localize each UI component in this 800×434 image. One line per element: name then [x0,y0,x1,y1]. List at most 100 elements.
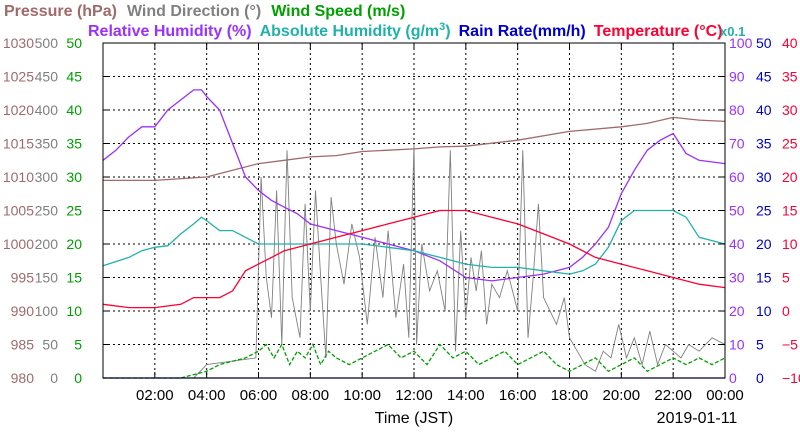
x-tick-label: 06:00 [240,387,278,404]
y-tick-label: 250 [35,203,59,219]
y-tick-label: 35 [782,69,798,85]
series-pressure-hpa [103,116,726,182]
series-temperature-c [102,209,726,309]
y-tick-label: 100 [35,303,59,319]
legend-item-3: Relative Humidity (%) [88,23,252,40]
y-tick-label: 50 [756,35,772,51]
y-tick-label: 10 [66,303,82,319]
y-tick-label: 30 [756,169,772,185]
y-tick-label: 40 [729,236,745,252]
y-tick-label: −5 [782,337,798,353]
x-tick-label: 04:00 [188,387,226,404]
legend-item-4: Absolute Humidity (g/m3) [260,21,451,40]
x-tick-label: 20:00 [603,387,641,404]
y-tick-label: 500 [35,35,59,51]
x-tick-label: 10:00 [343,387,381,404]
x-tick-label: 12:00 [395,387,433,404]
legend-item-5: Rain Rate(mm/h) [459,23,586,40]
y-tick-label: 0 [782,303,790,319]
y-tick-label: 15 [756,270,772,286]
y-tick-label: 20 [782,169,798,185]
legend-item-1: Wind Direction (°) [127,3,261,20]
y-tick-label: 1005 [3,203,34,219]
y-tick-label: 30 [729,270,745,286]
y-tick-label: 15 [66,270,82,286]
y-tick-label: −10 [782,370,800,386]
y-tick-label: 0 [74,370,82,386]
y-tick-label: 450 [35,69,59,85]
x-axis-label: Time (JST) [375,410,454,427]
y-tick-label: 20 [66,236,82,252]
series-absolute-humidity-g-m3 [102,209,726,275]
y-tick-label: 25 [66,203,82,219]
y-tick-label: 45 [756,69,772,85]
x-tick-label: 16:00 [499,387,537,404]
y-tick-label: 10 [729,337,745,353]
y-tick-label: 35 [756,136,772,152]
y-tick-label: 50 [729,203,745,219]
legend-item-2: Wind Speed (m/s) [271,3,405,20]
legend-item-0: Pressure (hPa) [4,3,117,20]
y-tick-label: 150 [35,270,59,286]
y-tick-label: 300 [35,169,59,185]
y-tick-label: 1030 [3,35,34,51]
x-axis: 02:00 04:00 06:00 08:00 10:00 12:00 14:00 16:00… [136,43,744,404]
y-tick-label: 80 [729,102,745,118]
y-tick-label: 1015 [3,136,34,152]
y-tick-label: 30 [782,102,798,118]
y-tick-label: 25 [756,203,772,219]
y-tick-label: 1020 [3,102,34,118]
legend-item-6: Temperature (°C) [594,23,723,40]
legend-item-7: x0.1 [720,24,745,39]
y-tick-label: 1000 [3,236,34,252]
y-tick-label: 40 [782,35,798,51]
y-axes: 9809859909951000100510101015102010251030… [3,35,800,386]
y-tick-label: 350 [35,136,59,152]
y-tick-label: 990 [11,303,35,319]
y-tick-label: 60 [729,169,745,185]
y-tick-label: 1010 [3,169,34,185]
y-tick-label: 5 [74,337,82,353]
y-tick-label: 40 [66,102,82,118]
y-tick-label: 0 [729,370,737,386]
grid [103,43,725,378]
y-tick-label: 50 [66,35,82,51]
x-tick-label: 18:00 [551,387,589,404]
y-tick-label: 40 [756,102,772,118]
y-tick-label: 25 [782,136,798,152]
x-tick-label: 08:00 [292,387,330,404]
y-tick-label: 90 [729,69,745,85]
series-wind-direction [103,143,726,379]
y-tick-label: 30 [66,169,82,185]
y-tick-label: 10 [782,236,798,252]
y-tick-label: 20 [729,303,745,319]
y-tick-label: 20 [756,236,772,252]
y-tick-label: 10 [756,303,772,319]
y-tick-label: 45 [66,69,82,85]
x-tick-label: 00:00 [706,387,744,404]
y-tick-label: 995 [11,270,35,286]
y-tick-label: 1025 [3,69,34,85]
x-tick-label: 22:00 [654,387,692,404]
y-tick-label: 15 [782,203,798,219]
x-tick-label: 14:00 [447,387,485,404]
y-tick-label: 0 [756,370,764,386]
y-tick-label: 400 [35,102,59,118]
y-tick-label: 100 [729,35,753,51]
y-tick-label: 980 [11,370,35,386]
y-tick-label: 50 [42,337,58,353]
y-tick-label: 0 [50,370,58,386]
series-wind-speed-m-s [103,343,726,379]
y-tick-label: 35 [66,136,82,152]
y-tick-label: 70 [729,136,745,152]
series-relative-humidity [102,89,726,282]
y-tick-label: 985 [11,337,35,353]
x-tick-label: 02:00 [136,387,174,404]
y-tick-label: 5 [756,337,764,353]
y-tick-label: 200 [35,236,59,252]
legend: Pressure (hPa) Wind Direction (°) Wind Spe… [4,3,745,40]
y-tick-label: 5 [782,270,790,286]
date-label: 2019-01-11 [657,410,738,427]
